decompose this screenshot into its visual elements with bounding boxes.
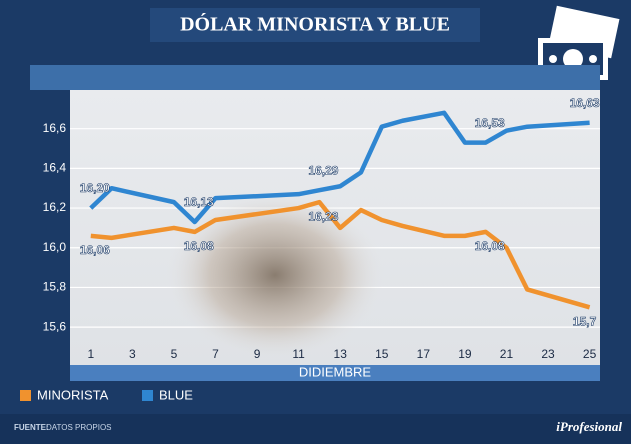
data-label: 16,08 <box>475 239 505 253</box>
legend-label: BLUE <box>159 387 193 402</box>
footer-band <box>0 414 631 444</box>
x-tick-label: 23 <box>541 347 555 361</box>
x-tick-label: 21 <box>500 347 514 361</box>
x-tick-label: 17 <box>417 347 431 361</box>
x-tick-label: 15 <box>375 347 389 361</box>
data-label: 16,29 <box>308 163 338 177</box>
data-label: 16,13 <box>184 195 214 209</box>
legend-swatch <box>20 390 31 401</box>
x-label-strip <box>70 365 600 381</box>
y-tick-label: 16,6 <box>43 121 67 135</box>
data-label: 16,63 <box>570 96 600 110</box>
legend-swatch <box>142 390 153 401</box>
header-strip <box>30 65 600 90</box>
y-tick-label: 15,8 <box>43 280 67 294</box>
y-tick-label: 16,2 <box>43 200 67 214</box>
x-tick-label: 19 <box>458 347 472 361</box>
x-tick-label: 1 <box>87 347 94 361</box>
x-tick-label: 5 <box>171 347 178 361</box>
y-tick-label: 16,0 <box>43 240 67 254</box>
source: DATOS PROPIOS <box>46 423 112 432</box>
data-label: 16,06 <box>80 243 110 257</box>
x-tick-label: 3 <box>129 347 136 361</box>
data-label: 16,23 <box>308 209 338 223</box>
x-axis-label: DIDIEMBRE <box>299 364 372 379</box>
x-tick-label: 13 <box>334 347 348 361</box>
x-tick-label: 7 <box>212 347 219 361</box>
legend-label: MINORISTA <box>37 387 109 402</box>
photo <box>165 190 385 360</box>
legend: MINORISTA BLUE <box>20 387 193 402</box>
line <box>90 199 591 310</box>
source-label: FUENTE: <box>14 423 49 432</box>
chart-title: DÓLAR MINORISTA Y BLUE <box>180 12 450 36</box>
y-tick-label: 15,6 <box>43 319 67 333</box>
line <box>89 110 590 225</box>
y-axis-band <box>30 90 70 380</box>
data-label: 16,08 <box>184 239 214 253</box>
y-tick-label: 16,4 <box>43 161 67 175</box>
x-tick-label: 11 <box>292 347 305 361</box>
title-band <box>150 8 480 42</box>
data-label: 16,53 <box>475 116 505 130</box>
data-label: 16,20 <box>80 181 110 195</box>
x-tick-label: 9 <box>254 347 261 361</box>
data-label: 15,7 <box>573 314 597 328</box>
brand: iProfesional <box>556 419 622 434</box>
x-tick-label: 25 <box>583 347 597 361</box>
